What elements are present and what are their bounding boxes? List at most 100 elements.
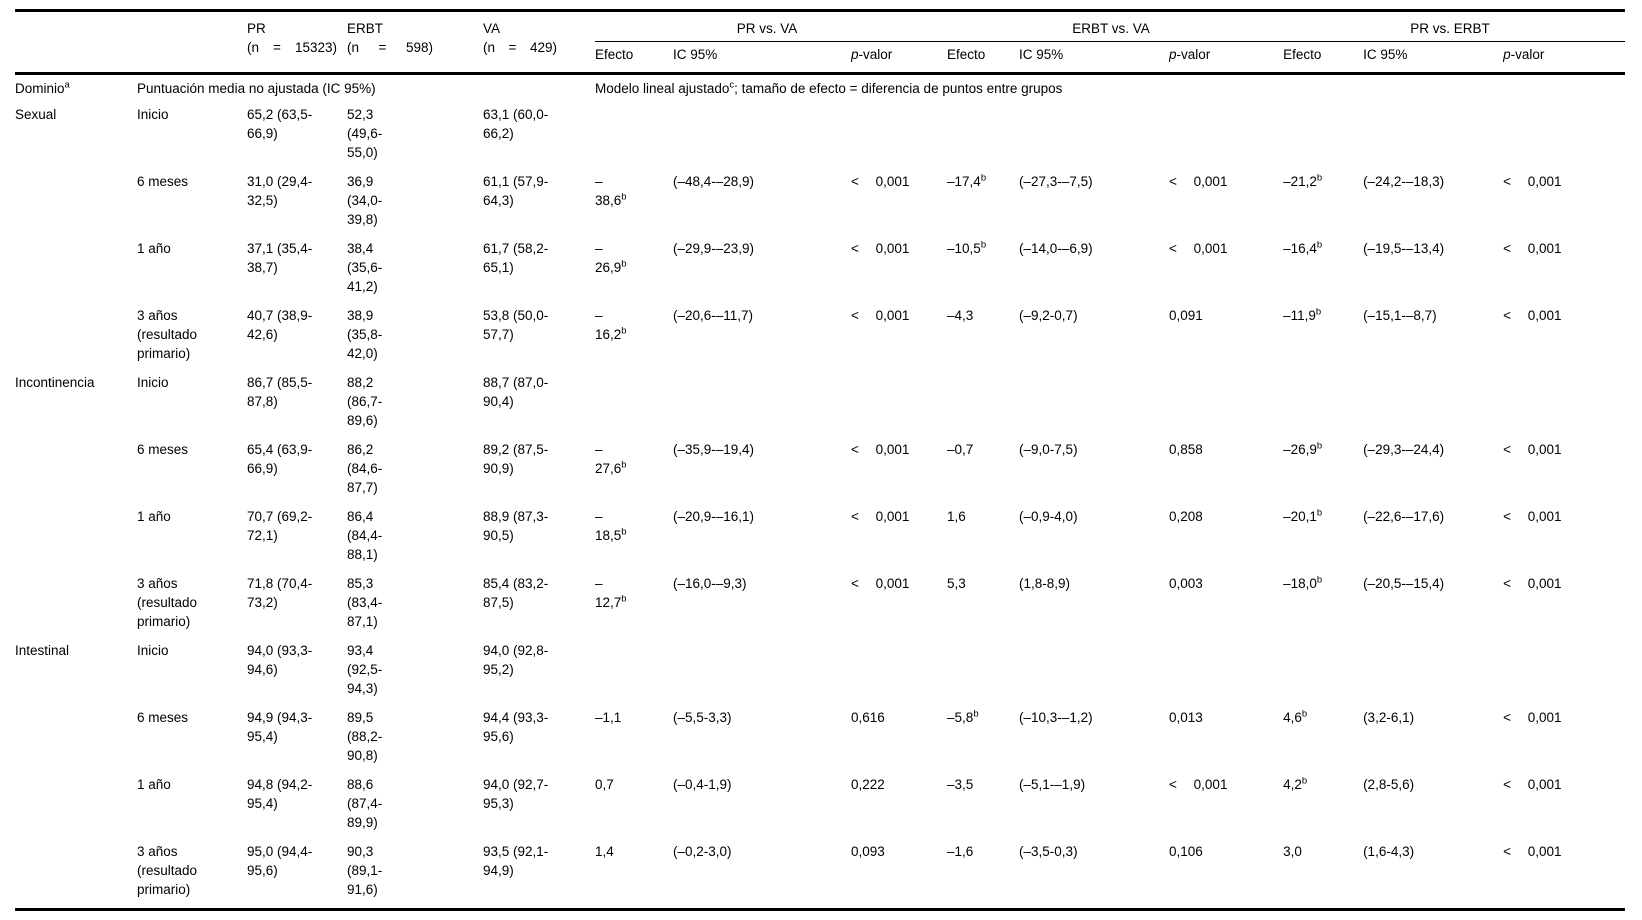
va-cell: 94,0 (92,8-95,2) bbox=[483, 643, 549, 677]
pr-cell: 71,8 (70,4-73,2) bbox=[247, 576, 313, 610]
erbt-cell: 52,3 (49,6-55,0) bbox=[347, 107, 383, 160]
va-cell: 94,0 (92,7-95,3) bbox=[483, 777, 549, 811]
pr-erbt-pvalue-cell: < 0,001 bbox=[1503, 442, 1562, 457]
erbt-va-effect-cell: 1,6 bbox=[947, 509, 966, 524]
time-cell: Inicio bbox=[137, 107, 169, 122]
col-header-pvalor-3: p-valor bbox=[1503, 47, 1545, 62]
pr-erbt-ci-cell: (2,8-5,6) bbox=[1363, 777, 1415, 792]
domain-cell bbox=[15, 439, 137, 506]
pr-cell: 31,0 (29,4-32,5) bbox=[247, 174, 313, 208]
pr-va-pvalue-cell: 0,093 bbox=[851, 844, 885, 859]
pr-va-pvalue-cell bbox=[851, 104, 947, 171]
erbt-va-effect-cell: 5,3 bbox=[947, 576, 966, 591]
table-row: Sexual Inicio 65,2 (63,5-66,9) 52,3 (49,6-5… bbox=[15, 104, 1625, 171]
pr-erbt-effect-cell: –18,0b bbox=[1283, 574, 1323, 591]
pr-va-pvalue-cell: < 0,001 bbox=[851, 308, 910, 323]
time-cell: 3 años (resultado primario) bbox=[137, 576, 198, 629]
time-cell: Inicio bbox=[137, 643, 169, 658]
pr-erbt-ci-cell: (3,2-6,1) bbox=[1363, 710, 1415, 725]
pr-va-ci-cell: (–20,6-–11,7) bbox=[673, 308, 754, 323]
va-cell: 53,8 (50,0-57,7) bbox=[483, 308, 549, 342]
subheader-row: Efecto IC 95% p-valor Efecto IC 95% p-va… bbox=[15, 42, 1625, 74]
pr-erbt-pvalue-cell: < 0,001 bbox=[1503, 710, 1562, 725]
pr-erbt-ci-cell: (–15,1-–8,7) bbox=[1363, 308, 1437, 323]
col-group-pr-vs-va: PR vs. VA bbox=[595, 10, 948, 42]
table-body: Dominioa Puntuación media no ajustada (I… bbox=[15, 74, 1625, 910]
col-header-pvalor-2: p-valor bbox=[1169, 47, 1211, 62]
domain-cell: Intestinal bbox=[15, 643, 70, 658]
pr-va-pvalue-cell: < 0,001 bbox=[851, 442, 910, 457]
erbt-cell: 90,3 (89,1-91,6) bbox=[347, 844, 383, 897]
va-cell: 63,1 (60,0-66,2) bbox=[483, 107, 549, 141]
erbt-va-effect-cell: –4,3 bbox=[947, 308, 974, 323]
domain-cell bbox=[15, 774, 137, 841]
domain-cell bbox=[15, 841, 137, 910]
erbt-va-ci-cell: (–0,9-4,0) bbox=[1019, 509, 1078, 524]
erbt-cell: 38,4 (35,6-41,2) bbox=[347, 241, 383, 294]
pr-va-effect-cell: –1,1 bbox=[595, 710, 622, 725]
erbt-va-pvalue-cell: < 0,001 bbox=[1169, 777, 1228, 792]
col-header-efecto-2: Efecto bbox=[947, 47, 986, 62]
va-cell: 93,5 (92,1-94,9) bbox=[483, 844, 549, 878]
col-header-efecto-3: Efecto bbox=[1283, 47, 1322, 62]
pr-va-effect-cell: –16,2b bbox=[595, 308, 627, 342]
pr-va-ci-cell: (–48,4-–28,9) bbox=[673, 174, 755, 189]
pr-erbt-effect-cell: –16,4b bbox=[1283, 239, 1323, 256]
table-row: Intestinal Inicio 94,0 (93,3-94,6) 93,4 (92… bbox=[15, 640, 1625, 707]
table-row: 1 año 70,7 (69,2-72,1) 86,4 (84,4-88,1) 88,… bbox=[15, 506, 1625, 573]
pr-erbt-effect-cell: –26,9b bbox=[1283, 440, 1323, 457]
pr-va-ci-cell: (–0,2-3,0) bbox=[673, 844, 732, 859]
va-cell: 88,9 (87,3-90,5) bbox=[483, 509, 549, 543]
erbt-cell: 88,2 (86,7-89,6) bbox=[347, 375, 383, 428]
table-row: 1 año 37,1 (35,4-38,7) 38,4 (35,6-41,2) 61,… bbox=[15, 238, 1625, 305]
pr-cell: 40,7 (38,9-42,6) bbox=[247, 308, 313, 342]
pr-cell: 65,4 (63,9-66,9) bbox=[247, 442, 313, 476]
erbt-va-effect-cell bbox=[947, 372, 1019, 439]
pr-erbt-effect-cell: 4,2b bbox=[1283, 775, 1308, 792]
pr-va-effect-cell: –27,6b bbox=[595, 442, 627, 476]
pr-erbt-effect-cell: 4,6b bbox=[1283, 708, 1308, 725]
domain-cell: Sexual bbox=[15, 107, 57, 122]
table-row: 3 años (resultado primario) 95,0 (94,4-95… bbox=[15, 841, 1625, 910]
pr-erbt-ci-cell: (–22,6-–17,6) bbox=[1363, 509, 1445, 524]
pr-erbt-ci-cell: (1,6-4,3) bbox=[1363, 844, 1415, 859]
time-cell: 6 meses bbox=[137, 442, 189, 457]
pr-va-pvalue-cell: < 0,001 bbox=[851, 241, 910, 256]
erbt-va-effect-cell: –3,5 bbox=[947, 777, 974, 792]
pr-va-effect-cell: 1,4 bbox=[595, 844, 614, 859]
erbt-va-ci-cell: (–9,2-0,7) bbox=[1019, 308, 1078, 323]
pr-cell: 94,0 (93,3-94,6) bbox=[247, 643, 313, 677]
erbt-va-effect-cell: –5,8b bbox=[947, 708, 979, 725]
time-cell: 3 años (resultado primario) bbox=[137, 844, 198, 897]
col-header-va: VA (n = 429) bbox=[483, 11, 595, 74]
pr-va-effect-cell bbox=[595, 640, 673, 707]
erbt-cell: 36,9 (34,0-39,8) bbox=[347, 174, 383, 227]
col-header-ic95-3: IC 95% bbox=[1363, 47, 1408, 62]
erbt-va-effect-cell: –17,4b bbox=[947, 172, 987, 189]
pr-erbt-pvalue-cell: < 0,001 bbox=[1503, 844, 1562, 859]
time-cell: 6 meses bbox=[137, 710, 189, 725]
pr-va-ci-cell: (–0,4-1,9) bbox=[673, 777, 732, 792]
va-n: (n = 429) bbox=[483, 40, 557, 55]
erbt-va-pvalue-cell bbox=[1169, 640, 1283, 707]
domain-cell bbox=[15, 171, 137, 238]
col-header-efecto-1: Efecto bbox=[595, 47, 634, 62]
table-row: 3 años (resultado primario) 40,7 (38,9-42… bbox=[15, 305, 1625, 372]
va-cell: 61,7 (58,2-65,1) bbox=[483, 241, 549, 275]
pr-va-effect-cell: 0,7 bbox=[595, 777, 614, 792]
erbt-va-pvalue-cell: 0,208 bbox=[1169, 509, 1203, 524]
erbt-va-ci-cell bbox=[1019, 104, 1169, 171]
erbt-va-pvalue-cell bbox=[1169, 372, 1283, 439]
pr-va-effect-cell: –18,5b bbox=[595, 509, 627, 543]
erbt-va-pvalue-cell: 0,106 bbox=[1169, 844, 1203, 859]
pr-va-pvalue-cell bbox=[851, 640, 947, 707]
erbt-cell: 89,5 (88,2-90,8) bbox=[347, 710, 383, 763]
erbt-va-effect-cell bbox=[947, 104, 1019, 171]
pr-cell: 94,9 (94,3-95,4) bbox=[247, 710, 313, 744]
pr-cell: 65,2 (63,5-66,9) bbox=[247, 107, 313, 141]
pr-erbt-effect-cell: –21,2b bbox=[1283, 172, 1323, 189]
pr-erbt-pvalue-cell: < 0,001 bbox=[1503, 308, 1562, 323]
va-cell: 61,1 (57,9-64,3) bbox=[483, 174, 549, 208]
left-caption: Puntuación media no ajustada (IC 95%) bbox=[137, 81, 376, 96]
time-cell: 3 años (resultado primario) bbox=[137, 308, 198, 361]
